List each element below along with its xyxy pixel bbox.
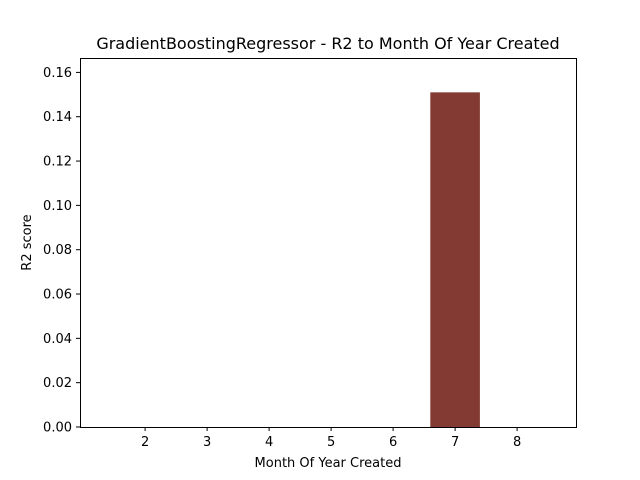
bars-group bbox=[430, 92, 480, 427]
x-axis-label: Month Of Year Created bbox=[255, 456, 402, 471]
y-tick-label: 0.06 bbox=[43, 288, 72, 303]
x-tick-label: 7 bbox=[451, 435, 459, 450]
x-tick-label: 8 bbox=[513, 435, 521, 450]
x-tick-label: 2 bbox=[141, 435, 149, 450]
plot-area bbox=[80, 58, 576, 427]
y-tick-label: 0.12 bbox=[43, 155, 72, 170]
x-tick-label: 6 bbox=[389, 435, 397, 450]
y-axis-ticks: 0.00 0.02 0.04 0.06 0.08 0.10 0.12 0.14 0.16 bbox=[43, 66, 80, 436]
x-tick-label: 5 bbox=[327, 435, 335, 450]
y-tick-label: 0.08 bbox=[43, 243, 72, 258]
y-tick-label: 0.10 bbox=[43, 199, 72, 214]
x-tick-label: 4 bbox=[265, 435, 273, 450]
chart-title: GradientBoostingRegressor - R2 to Month … bbox=[96, 34, 559, 53]
x-tick-label: 3 bbox=[203, 435, 211, 450]
y-tick-label: 0.16 bbox=[43, 66, 72, 81]
y-tick-label: 0.00 bbox=[43, 421, 72, 436]
bar-month-7 bbox=[430, 92, 480, 427]
y-tick-label: 0.04 bbox=[43, 332, 72, 347]
plot-frame bbox=[80, 58, 577, 428]
y-axis-label: R2 score bbox=[20, 214, 35, 270]
y-tick-label: 0.02 bbox=[43, 376, 72, 391]
y-tick-label: 0.14 bbox=[43, 110, 72, 125]
